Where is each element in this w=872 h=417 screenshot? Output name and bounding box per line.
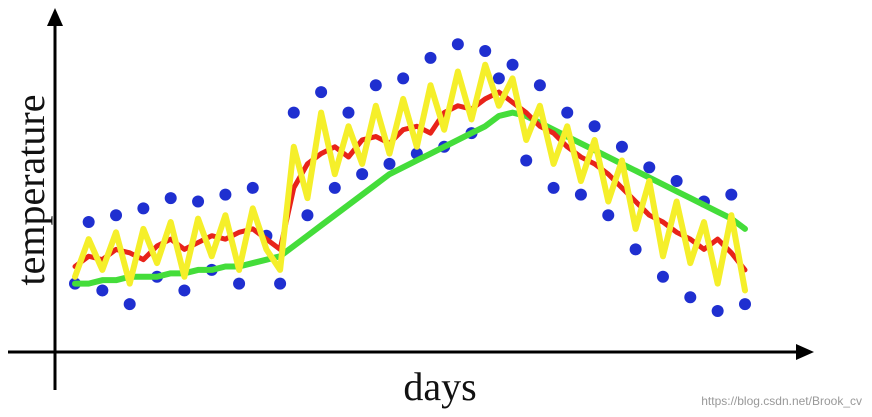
x-axis-arrow bbox=[796, 344, 814, 360]
data-point bbox=[328, 181, 341, 194]
data-point bbox=[547, 181, 560, 194]
data-point bbox=[424, 51, 437, 64]
data-point bbox=[574, 188, 587, 201]
data-point bbox=[110, 209, 123, 222]
data-point bbox=[82, 216, 95, 229]
data-point bbox=[219, 188, 232, 201]
data-point bbox=[739, 298, 751, 311]
data-point bbox=[342, 106, 355, 119]
data-point bbox=[711, 304, 724, 317]
data-point bbox=[383, 157, 396, 170]
data-point bbox=[164, 192, 177, 205]
data-point bbox=[369, 79, 382, 92]
data-point bbox=[301, 209, 314, 222]
data-point bbox=[233, 277, 246, 290]
data-point bbox=[506, 58, 519, 71]
data-point bbox=[588, 120, 601, 133]
y-axis-arrow bbox=[47, 8, 63, 26]
data-point bbox=[137, 202, 150, 215]
data-point bbox=[479, 45, 492, 58]
data-point bbox=[520, 154, 533, 167]
series-line bbox=[72, 61, 748, 294]
y-axis-title: temperature bbox=[8, 95, 53, 286]
data-point bbox=[656, 270, 669, 283]
data-point bbox=[451, 38, 464, 51]
data-point bbox=[533, 79, 546, 92]
data-point bbox=[178, 284, 191, 297]
data-point bbox=[670, 175, 683, 187]
data-point bbox=[643, 161, 656, 174]
data-point bbox=[96, 284, 109, 297]
x-axis-title: days bbox=[403, 364, 476, 409]
data-point bbox=[629, 243, 642, 256]
data-point bbox=[287, 106, 300, 119]
data-point bbox=[602, 209, 615, 222]
data-point bbox=[246, 181, 259, 194]
data-point bbox=[492, 72, 505, 85]
data-point bbox=[684, 291, 697, 304]
data-point bbox=[315, 86, 328, 99]
data-point bbox=[615, 140, 628, 153]
data-point bbox=[356, 168, 369, 181]
data-point bbox=[725, 188, 738, 201]
data-point bbox=[561, 106, 574, 119]
watermark: https://blog.csdn.net/Brook_cv bbox=[701, 394, 862, 408]
data-point bbox=[123, 298, 136, 311]
data-point bbox=[192, 195, 205, 208]
data-point bbox=[397, 72, 410, 85]
data-point bbox=[274, 277, 287, 290]
